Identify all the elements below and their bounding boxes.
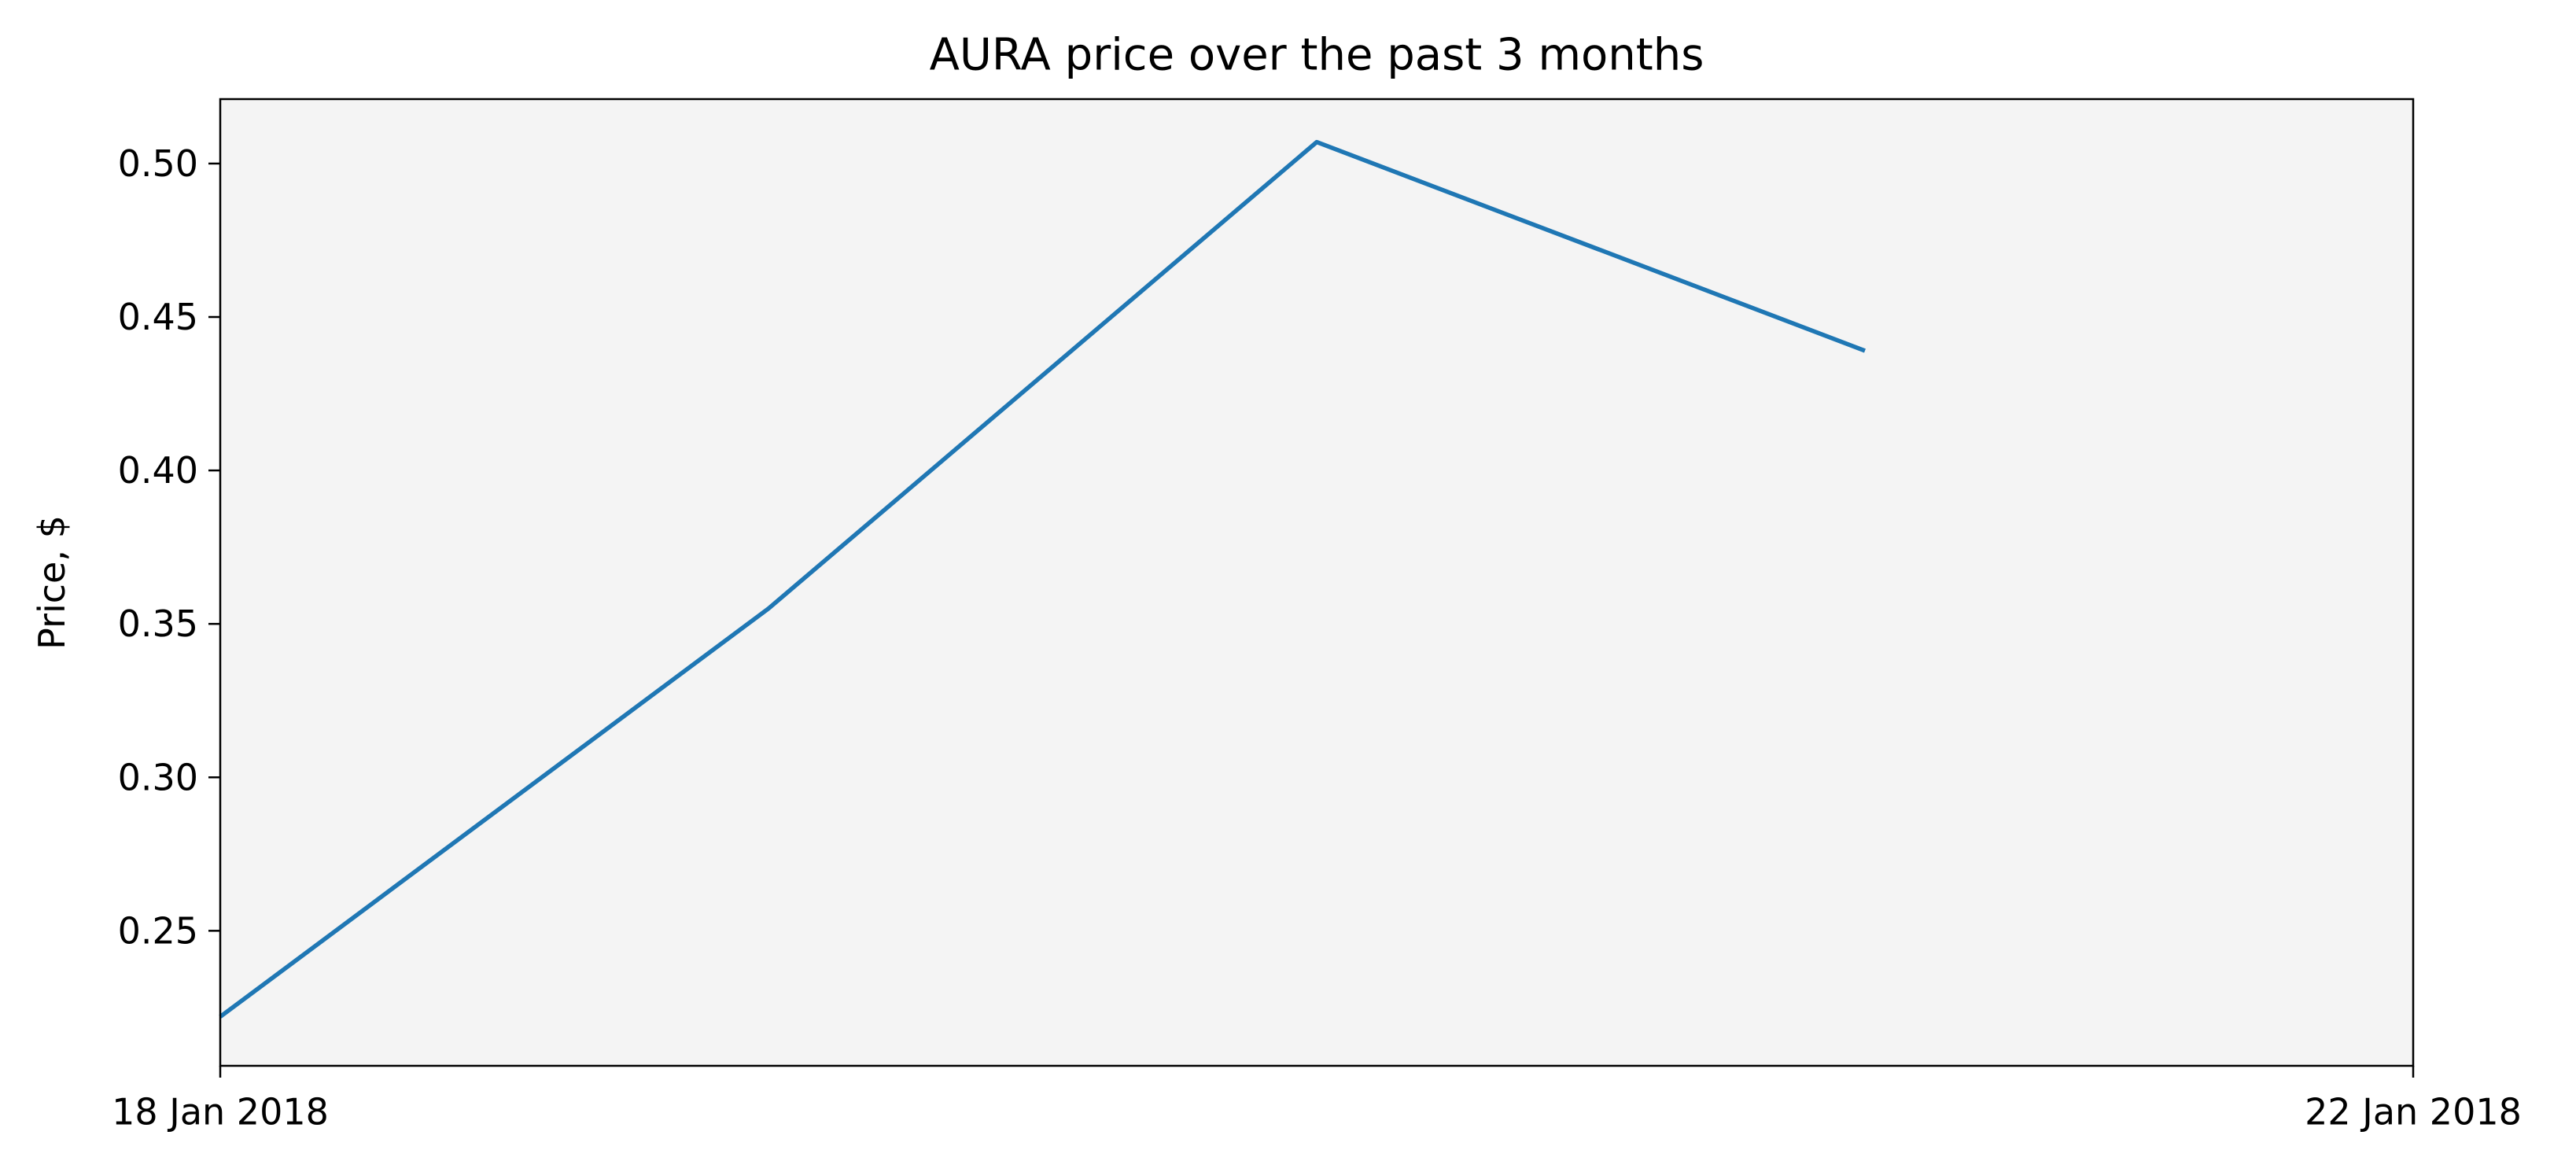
y-tick-label: 0.50: [118, 142, 198, 185]
data-point: [1314, 140, 1319, 145]
line-layer: [219, 139, 1867, 1019]
data-point: [1863, 348, 1867, 353]
chart-title: AURA price over the past 3 months: [930, 30, 1704, 81]
plot-background: [220, 99, 2413, 1066]
data-point: [766, 606, 771, 611]
y-tick-label: 0.40: [118, 449, 198, 492]
series-line-0: [219, 139, 1866, 1019]
y-tick-label: 0.30: [118, 756, 198, 798]
y-axis: 0.25 0.30 0.35 0.40 0.45 0.50: [118, 142, 220, 952]
y-tick-label: 0.25: [118, 909, 198, 952]
x-tick-label: 22 Jan 2018: [2305, 1090, 2522, 1133]
x-tick-label: 18 Jan 2018: [112, 1090, 329, 1133]
y-tick-label: 0.45: [118, 296, 198, 338]
x-axis: 18 Jan 2018 22 Jan 2018: [112, 1066, 2522, 1133]
y-axis-label: Price, $: [31, 515, 73, 650]
y-tick-label: 0.35: [118, 603, 198, 645]
plot-frame: [219, 98, 2415, 1067]
